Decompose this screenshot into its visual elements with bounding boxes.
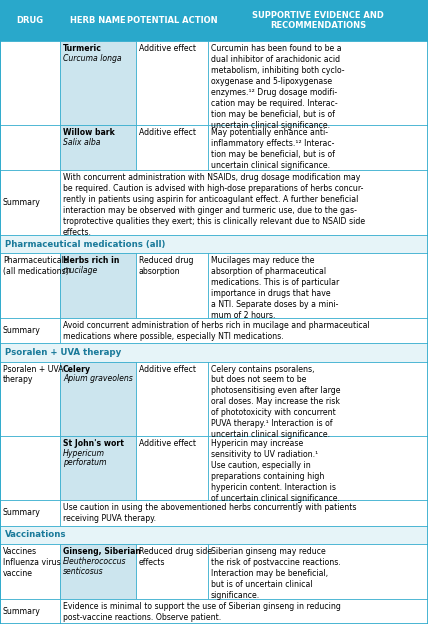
Text: Reduced drug
absorption: Reduced drug absorption — [139, 256, 193, 276]
Text: Psoralen + UVA therapy: Psoralen + UVA therapy — [5, 348, 121, 357]
Bar — [136, 436, 208, 500]
Text: Hypericin may increase
sensitivity to UV radiation.¹
Use caution, especially in
: Hypericin may increase sensitivity to UV… — [211, 439, 340, 502]
Text: SUPPORTIVE EVIDENCE AND
RECOMMENDATIONS: SUPPORTIVE EVIDENCE AND RECOMMENDATIONS — [252, 11, 384, 31]
Text: POTENTIAL ACTION: POTENTIAL ACTION — [127, 16, 217, 25]
Text: Eleutherococcus: Eleutherococcus — [63, 557, 127, 566]
Text: Additive effect: Additive effect — [139, 129, 196, 137]
Bar — [0, 253, 60, 318]
Bar — [208, 253, 428, 318]
Bar — [136, 253, 208, 318]
Text: Curcuma longa: Curcuma longa — [63, 54, 122, 63]
Text: Summary: Summary — [3, 607, 41, 616]
Bar — [208, 41, 428, 125]
Bar — [0, 41, 60, 125]
Text: Turmeric: Turmeric — [63, 44, 102, 54]
Text: Vaccines
Influenza virus
vaccine: Vaccines Influenza virus vaccine — [3, 547, 61, 578]
Text: Additive effect: Additive effect — [139, 364, 196, 374]
Bar — [0, 125, 60, 170]
Text: Additive effect: Additive effect — [139, 439, 196, 448]
Text: senticosus: senticosus — [63, 567, 104, 575]
Bar — [136, 41, 208, 125]
Bar — [0, 544, 60, 598]
Bar — [0, 170, 60, 235]
Bar — [0, 500, 60, 525]
Bar — [0, 361, 60, 436]
Text: perforatum: perforatum — [63, 459, 107, 467]
Text: Use caution in using the abovementioned herbs concurrently with patients
receivi: Use caution in using the abovementioned … — [63, 503, 357, 523]
Text: Siberian ginseng may reduce
the risk of postvaccine reactions.
Interaction may b: Siberian ginseng may reduce the risk of … — [211, 547, 341, 600]
Bar — [0, 436, 60, 500]
Bar — [60, 598, 428, 624]
Bar — [60, 125, 136, 170]
Bar — [60, 253, 136, 318]
Text: Celery: Celery — [63, 364, 91, 374]
Bar — [60, 544, 136, 598]
Text: Pharmaceutical medications (all): Pharmaceutical medications (all) — [5, 240, 165, 248]
Text: Avoid concurrent administration of herbs rich in mucilage and pharmaceutical
med: Avoid concurrent administration of herbs… — [63, 321, 370, 341]
Bar — [136, 0, 208, 41]
Text: Curcumin has been found to be a
dual inhibitor of arachidonic acid
metabolism, i: Curcumin has been found to be a dual inh… — [211, 44, 345, 130]
Bar — [0, 343, 428, 361]
Bar — [0, 598, 60, 624]
Text: Summary: Summary — [3, 198, 41, 207]
Text: May potentially enhance anti-
inflammatory effects.¹² Interac-
tion may be benef: May potentially enhance anti- inflammato… — [211, 129, 335, 170]
Text: HERB NAME: HERB NAME — [70, 16, 126, 25]
Bar — [0, 525, 428, 544]
Bar — [60, 500, 428, 525]
Bar — [208, 544, 428, 598]
Bar — [60, 318, 428, 343]
Bar — [208, 436, 428, 500]
Bar — [60, 436, 136, 500]
Text: Reduced drug side
effects: Reduced drug side effects — [139, 547, 212, 567]
Text: Herbs rich in: Herbs rich in — [63, 256, 119, 265]
Bar — [208, 361, 428, 436]
Text: mucilage: mucilage — [63, 266, 98, 275]
Text: Vaccinations: Vaccinations — [5, 530, 66, 539]
Bar — [0, 235, 428, 253]
Bar — [0, 0, 60, 41]
Text: Mucilages may reduce the
absorption of pharmaceutical
medications. This is of pa: Mucilages may reduce the absorption of p… — [211, 256, 339, 320]
Bar — [60, 170, 428, 235]
Text: Salix alba: Salix alba — [63, 139, 101, 147]
Bar — [136, 544, 208, 598]
Bar — [136, 361, 208, 436]
Text: Additive effect: Additive effect — [139, 44, 196, 54]
Text: Pharmaceuticals
(all medications): Pharmaceuticals (all medications) — [3, 256, 69, 276]
Bar — [60, 0, 136, 41]
Text: DRUG: DRUG — [16, 16, 44, 25]
Text: Willow bark: Willow bark — [63, 129, 115, 137]
Bar — [208, 125, 428, 170]
Text: St John's wort: St John's wort — [63, 439, 124, 448]
Text: Summary: Summary — [3, 509, 41, 517]
Text: Hypericum: Hypericum — [63, 449, 105, 457]
Text: Psoralen + UVA
therapy: Psoralen + UVA therapy — [3, 364, 63, 384]
Text: Summary: Summary — [3, 326, 41, 335]
Text: Apium graveolens: Apium graveolens — [63, 374, 133, 383]
Text: Ginseng, Siberian: Ginseng, Siberian — [63, 547, 141, 556]
Bar — [0, 318, 60, 343]
Text: Celery contains psoralens,
but does not seem to be
photosensitising even after l: Celery contains psoralens, but does not … — [211, 364, 341, 439]
Bar — [208, 0, 428, 41]
Bar — [60, 41, 136, 125]
Text: With concurrent administration with NSAIDs, drug dosage modification may
be requ: With concurrent administration with NSAI… — [63, 173, 365, 237]
Text: Evidence is minimal to support the use of Siberian ginseng in reducing
post-vacc: Evidence is minimal to support the use o… — [63, 602, 341, 622]
Bar — [60, 361, 136, 436]
Bar — [136, 125, 208, 170]
